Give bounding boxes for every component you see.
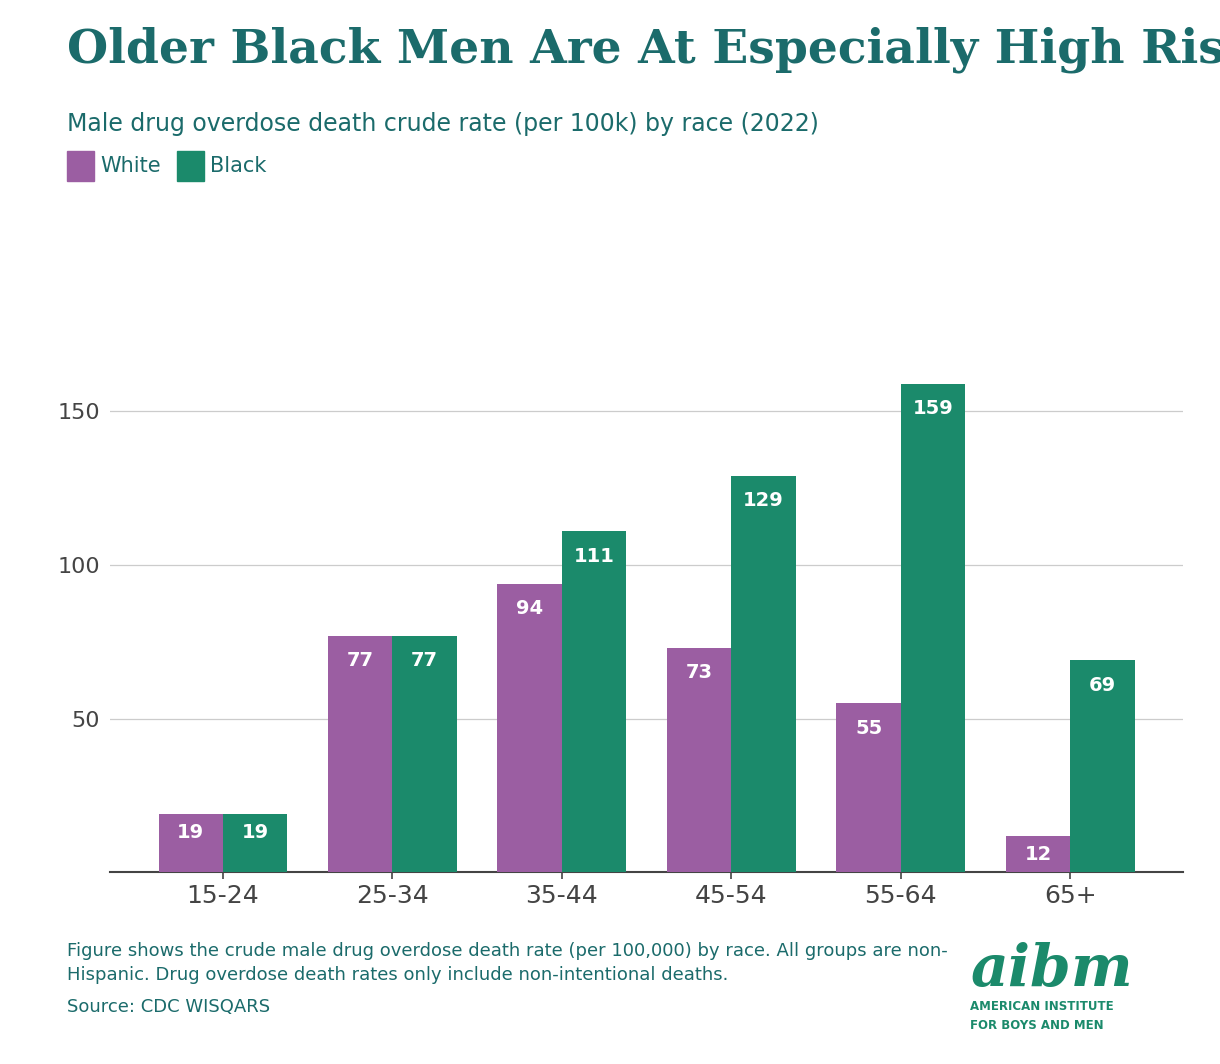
- Text: AMERICAN INSTITUTE
FOR BOYS AND MEN: AMERICAN INSTITUTE FOR BOYS AND MEN: [970, 1000, 1114, 1032]
- Text: Source: CDC WISQARS: Source: CDC WISQARS: [67, 998, 270, 1016]
- Text: 111: 111: [573, 547, 615, 566]
- Text: 77: 77: [346, 651, 373, 670]
- Bar: [900, 384, 965, 872]
- Bar: [223, 814, 288, 872]
- Text: 19: 19: [242, 824, 268, 843]
- Text: White: White: [100, 156, 161, 176]
- Text: 12: 12: [1025, 845, 1052, 864]
- Bar: [667, 648, 731, 872]
- Text: Figure shows the crude male drug overdose death rate (per 100,000) by race. All : Figure shows the crude male drug overdos…: [67, 942, 948, 960]
- Text: Male drug overdose death crude rate (per 100k) by race (2022): Male drug overdose death crude rate (per…: [67, 112, 819, 136]
- Bar: [159, 814, 223, 872]
- Bar: [562, 531, 626, 872]
- Text: 19: 19: [177, 824, 205, 843]
- Bar: [1070, 661, 1135, 872]
- Text: 159: 159: [913, 399, 953, 418]
- Text: 129: 129: [743, 492, 784, 511]
- Text: 55: 55: [855, 719, 882, 737]
- Bar: [731, 476, 795, 872]
- Bar: [498, 583, 562, 872]
- Text: Hispanic. Drug overdose death rates only include non-intentional deaths.: Hispanic. Drug overdose death rates only…: [67, 966, 728, 984]
- Bar: [837, 703, 900, 872]
- Text: Older Black Men Are At Especially High Risk: Older Black Men Are At Especially High R…: [67, 27, 1220, 73]
- Bar: [393, 636, 456, 872]
- Text: 94: 94: [516, 599, 543, 618]
- Text: Black: Black: [210, 156, 266, 176]
- Text: 73: 73: [686, 664, 712, 682]
- Text: aibm: aibm: [970, 942, 1132, 998]
- Text: 77: 77: [411, 651, 438, 670]
- Bar: [328, 636, 393, 872]
- Bar: [1005, 835, 1070, 872]
- Text: 69: 69: [1088, 676, 1116, 695]
